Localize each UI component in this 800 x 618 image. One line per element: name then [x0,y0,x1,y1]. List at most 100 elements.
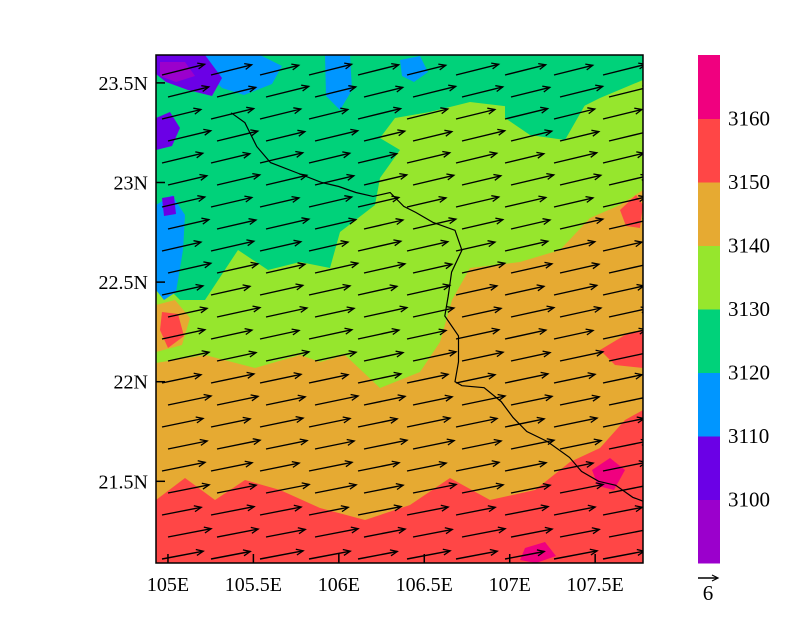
contour-fill-3150-3160 [156,410,643,563]
wind-vector [412,217,458,230]
wind-vector [308,195,354,208]
wind-vector [216,218,258,230]
wind-vector [406,239,450,252]
wind-vector [161,372,203,384]
wind-vector [504,195,548,208]
wind-vector [461,173,503,186]
wind-vector [308,327,354,340]
wind-vector [314,482,358,494]
wind-vector [265,129,307,142]
wind-vector [510,261,554,274]
wind-vector [602,107,643,120]
wind-vector [216,85,258,98]
wind-vector [161,195,207,208]
wind-vector [553,504,597,516]
wind-vector [259,283,305,296]
wind-vector [510,526,554,538]
wind-vector [504,106,550,120]
wind-vector [308,372,350,384]
contour-fill-3100-3110 [156,112,180,150]
wind-vector [314,261,360,274]
wind-vector [412,394,454,406]
contour-fill-below-3100 [160,62,195,82]
wind-vector [455,505,497,516]
wind-vector [504,549,546,560]
wind-vector [259,415,305,428]
wind-vector [510,85,552,98]
wind-vector [455,151,499,164]
contour-fill-3120-3130 [505,85,585,140]
wind-vector [357,151,399,164]
wind-vector [504,151,546,164]
colorbar-swatch [698,118,720,183]
wind-vector [504,284,546,296]
wind-vector [265,438,309,450]
wind-vector [406,107,450,120]
wind-vector [167,85,211,98]
wind-vector [161,460,207,472]
wind-vector [455,62,501,76]
reference-vector-value: 6 [703,581,714,605]
colorbar-swatch [698,372,720,437]
wind-vector [357,195,401,208]
wind-vector [265,305,309,318]
wind-vector [265,482,311,494]
wind-vector [406,548,452,560]
wind-vector [559,217,605,230]
x-tick-label: 107.5E [567,574,624,596]
y-tick-label: 22.5N [99,272,148,294]
wind-vector [510,218,552,230]
colorbar-label: 3160 [728,107,770,131]
wind-vector [455,416,499,428]
wind-vector [608,306,643,318]
wind-vector [412,438,456,450]
wind-vector [265,84,311,98]
wind-vector [308,107,350,120]
wind-vector [553,415,599,428]
y-tick-label: 21.5N [99,471,148,493]
wind-vector [602,327,643,340]
wind-vector [259,372,303,384]
colorbar-label: 3120 [728,361,770,385]
x-tick-label: 106.5E [396,574,453,596]
wind-vector [412,84,458,98]
wind-vector [406,195,448,208]
wind-vector [167,173,209,186]
wind-vector [455,240,497,252]
wind-vector [461,128,507,142]
plot-frame [155,54,644,564]
wind-vector [210,151,252,164]
wind-vector [314,217,358,230]
wind-vector [314,438,356,450]
wind-vector [412,305,456,318]
wind-vector [406,372,450,384]
wind-vector [167,526,213,538]
wind-vector [259,328,301,340]
wind-vector [504,504,550,516]
wind-vector [363,305,409,318]
colorbar-swatch [698,55,720,119]
y-tick-label: 23.5N [99,73,148,95]
wind-vector [510,482,552,494]
wind-vector [461,393,507,406]
contour-fill-3110-3120 [156,195,185,300]
wind-vector [357,460,401,472]
wind-vector [406,460,448,472]
wind-vector [412,482,458,494]
wind-vector [602,62,643,76]
wind-vector [259,63,301,76]
wind-vector [314,173,356,186]
wind-vector [406,415,452,428]
colorbar-label: 3100 [728,488,770,512]
y-tick-label: 23N [114,172,148,194]
wind-vector [161,505,203,516]
wind-vector [553,150,599,164]
wind-vector [510,438,556,450]
wind-vector [412,527,454,538]
contour-fill-3150-3160 [600,330,643,368]
y-tick-label: 22N [114,372,148,394]
geopotential-height-contours [156,55,643,563]
wind-vector [504,460,548,472]
colorbar-swatch [698,309,720,373]
contour-fill-3150-3160 [620,195,643,228]
